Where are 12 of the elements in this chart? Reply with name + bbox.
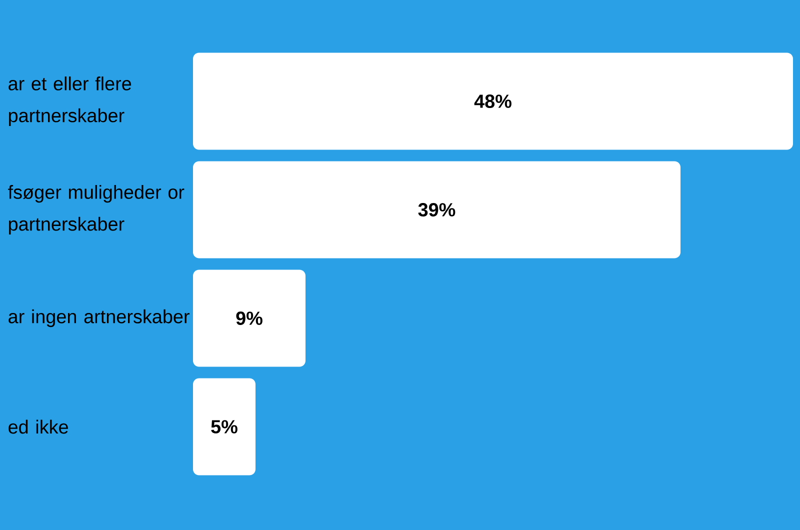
y-tick-label: ed ikke [8, 420, 68, 434]
y-tick-label: ar et eller flere partnerskaber [8, 76, 132, 126]
bar [193, 52, 794, 150]
bar [193, 270, 306, 367]
data-label: 48% [474, 94, 512, 108]
bar [193, 378, 256, 476]
data-label: 39% [418, 203, 456, 216]
data-label: 5% [211, 420, 238, 434]
bar [193, 161, 681, 258]
y-tick-label: ar ingen artnerskaber [8, 309, 190, 328]
y-tick-label: fsøger muligheder or partnerskaber [8, 184, 184, 235]
data-label: 9% [236, 312, 262, 325]
